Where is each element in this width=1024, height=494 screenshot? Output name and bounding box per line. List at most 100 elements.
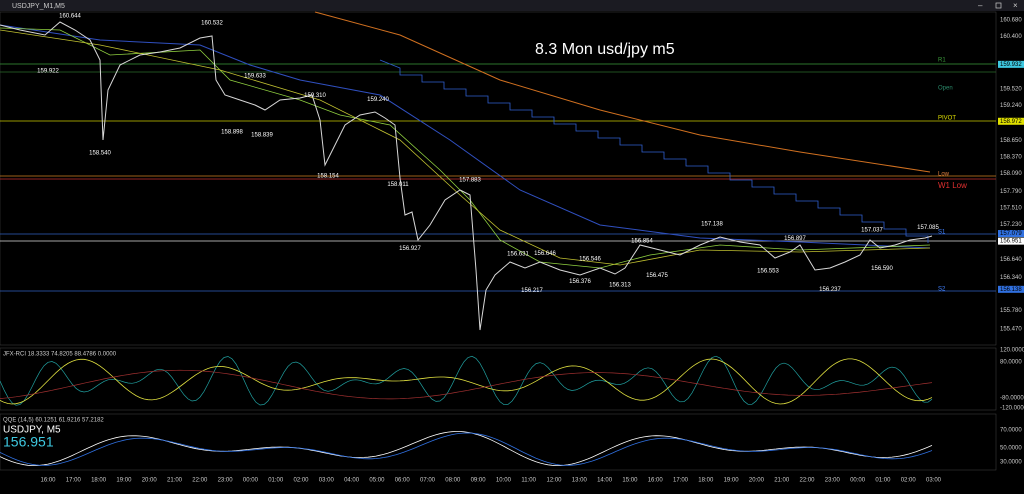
time-label: 02:00 bbox=[901, 478, 917, 484]
time-label: 00:00 bbox=[850, 478, 866, 484]
time-label: 18:00 bbox=[91, 478, 107, 484]
price-annotation: 156.590 bbox=[871, 266, 893, 272]
time-label: 02:00 bbox=[293, 478, 309, 484]
time-label: 08:00 bbox=[445, 478, 461, 484]
price-annotation: 157.138 bbox=[701, 222, 723, 228]
price-annotation: 158.011 bbox=[387, 182, 409, 188]
price-label: 158.090 bbox=[1000, 171, 1022, 177]
price-annotation: 157.037 bbox=[861, 228, 883, 234]
time-label: 20:00 bbox=[142, 478, 158, 484]
time-label: 00:00 bbox=[243, 478, 259, 484]
price-box bbox=[998, 230, 1024, 238]
time-label: 10:00 bbox=[496, 478, 512, 484]
time-label: 05:00 bbox=[369, 478, 385, 484]
price-annotation: 159.633 bbox=[244, 74, 266, 80]
level-label: PIVOT bbox=[938, 116, 956, 122]
rci-scale: -120.0000 bbox=[1000, 406, 1024, 412]
price-annotation: 156.927 bbox=[399, 246, 421, 252]
current-price: 156.951 bbox=[3, 434, 54, 450]
time-label: 11:00 bbox=[521, 478, 536, 484]
price-annotation: 160.532 bbox=[201, 20, 223, 26]
price-label: 156.640 bbox=[1000, 257, 1022, 263]
ma-long bbox=[314, 11, 931, 173]
rci-label: JFX-RCI 18.3333 74.8205 88.4786 0.0000 bbox=[3, 352, 117, 358]
time-label: 01:00 bbox=[268, 478, 284, 484]
time-label: 07:00 bbox=[420, 478, 436, 484]
time-label: 04:00 bbox=[344, 478, 360, 484]
time-label: 22:00 bbox=[192, 478, 208, 484]
qqe-scale: 30.0000 bbox=[1000, 460, 1022, 466]
price-annotation: 157.085 bbox=[917, 225, 939, 231]
time-label: 17:00 bbox=[66, 478, 82, 484]
price-annotation: 156.475 bbox=[646, 273, 668, 279]
pivot-steps bbox=[379, 59, 929, 243]
minimize-button[interactable]: – bbox=[978, 1, 983, 10]
price-annotation: 156.553 bbox=[757, 268, 779, 274]
rci-pane bbox=[0, 347, 997, 411]
rci-fast bbox=[0, 355, 933, 406]
price-annotation: 156.646 bbox=[534, 251, 556, 257]
time-label: 18:00 bbox=[698, 478, 714, 484]
level-label: Low bbox=[938, 172, 950, 178]
rci-scale: -80.0000 bbox=[1000, 396, 1024, 402]
price-annotation: 158.898 bbox=[221, 129, 243, 135]
price-label: 158.972 bbox=[1000, 119, 1022, 125]
price-annotation: 156.217 bbox=[521, 288, 543, 294]
price-annotation: 158.154 bbox=[317, 173, 339, 179]
price-annotation: 156.854 bbox=[631, 238, 653, 244]
chart-heading: 8.3 Mon usd/jpy m5 bbox=[535, 41, 675, 58]
qqe-pane bbox=[0, 413, 997, 471]
time-label: 15:00 bbox=[622, 478, 638, 484]
level-label: W1 Low bbox=[938, 181, 967, 190]
time-label: 03:00 bbox=[926, 478, 942, 484]
qqe-line bbox=[0, 431, 933, 467]
price-annotation: 156.237 bbox=[819, 287, 841, 293]
qqe-label: QQE (14,5) 60.1251 61.9216 57.2182 bbox=[3, 418, 104, 424]
price-label: 155.780 bbox=[1000, 308, 1022, 314]
symbol-label: USDJPY, M5 bbox=[3, 425, 61, 436]
price-annotation: 156.376 bbox=[569, 279, 591, 285]
level-label: S2 bbox=[938, 287, 946, 293]
price-label: 158.650 bbox=[1000, 138, 1022, 144]
price-label: 160.400 bbox=[1000, 34, 1022, 40]
maximize-button[interactable] bbox=[995, 2, 1002, 9]
price-label: 156.138 bbox=[1000, 287, 1022, 293]
price-label: 159.240 bbox=[1000, 103, 1022, 109]
price-box bbox=[998, 117, 1024, 125]
close-button[interactable]: × bbox=[1013, 1, 1018, 10]
time-label: 01:00 bbox=[875, 478, 891, 484]
price-label: 156.951 bbox=[1000, 239, 1022, 245]
price-box bbox=[998, 237, 1024, 245]
time-label: 03:00 bbox=[319, 478, 335, 484]
time-label: 21:00 bbox=[167, 478, 183, 484]
time-label: 23:00 bbox=[825, 478, 841, 484]
price-label: 159.520 bbox=[1000, 86, 1022, 92]
time-label: 20:00 bbox=[749, 478, 765, 484]
price-annotation: 158.540 bbox=[89, 150, 111, 156]
price-label: 160.680 bbox=[1000, 18, 1022, 24]
time-label: 14:00 bbox=[597, 478, 613, 484]
price-box bbox=[998, 60, 1024, 68]
time-label: 19:00 bbox=[724, 478, 740, 484]
price-label: 155.470 bbox=[1000, 327, 1022, 333]
price-annotation: 156.313 bbox=[609, 283, 631, 289]
time-label: 19:00 bbox=[116, 478, 132, 484]
main-pane bbox=[0, 11, 997, 346]
price-label: 158.370 bbox=[1000, 155, 1022, 161]
ma-yellow bbox=[0, 29, 931, 266]
level-label: Open bbox=[938, 86, 953, 92]
price-box bbox=[998, 285, 1024, 293]
price-annotation: 159.922 bbox=[37, 69, 59, 75]
time-label: 22:00 bbox=[799, 478, 815, 484]
rci-scale: 120.0000 bbox=[1000, 348, 1024, 354]
rci-slow bbox=[0, 369, 933, 400]
ma-fast bbox=[0, 27, 931, 269]
title-bar bbox=[0, 0, 1024, 11]
price-annotation: 158.839 bbox=[251, 133, 273, 139]
price-label: 157.230 bbox=[1000, 222, 1022, 228]
level-label: S1 bbox=[938, 230, 946, 236]
price-annotation: 156.546 bbox=[579, 257, 601, 263]
time-label: 12:00 bbox=[546, 478, 562, 484]
